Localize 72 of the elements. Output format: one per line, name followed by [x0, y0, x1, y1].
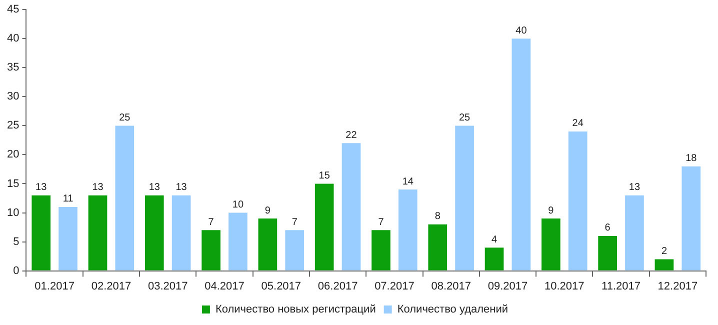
bar	[172, 195, 191, 270]
data-label: 6	[604, 222, 611, 234]
y-tick-label: 30	[6, 90, 20, 103]
y-tick-label: 40	[6, 32, 20, 45]
bar	[372, 230, 390, 270]
data-label: 4	[492, 234, 498, 246]
data-label: 7	[292, 216, 298, 228]
data-label: 13	[36, 182, 48, 194]
data-label: 2	[661, 246, 668, 257]
bar	[32, 195, 51, 270]
data-label: 18	[686, 153, 698, 164]
bar	[398, 190, 418, 270]
bar	[115, 126, 134, 270]
y-tick-label: 45	[6, 4, 20, 16]
data-label: 13	[148, 182, 160, 194]
data-label: 13	[92, 182, 104, 194]
x-tick-label: 02.2017	[91, 280, 132, 292]
bar	[654, 259, 674, 270]
data-label: 40	[516, 25, 528, 36]
bar	[314, 184, 334, 270]
bar	[88, 195, 108, 270]
data-label: 22	[346, 130, 358, 141]
bar	[682, 166, 701, 270]
data-label: 9	[548, 205, 554, 216]
data-label: 10	[232, 200, 244, 211]
x-tick-label: 12.2017	[658, 280, 698, 292]
x-tick-label: 11.2017	[602, 280, 641, 292]
bar	[202, 230, 220, 270]
bar	[512, 38, 531, 270]
data-label: 25	[458, 112, 471, 124]
bar	[428, 224, 448, 270]
data-label: 13	[628, 182, 640, 194]
bar	[144, 195, 164, 270]
legend-label: Количество новых регистраций	[215, 304, 376, 316]
y-tick-label: 20	[6, 148, 20, 161]
bar	[484, 248, 504, 270]
x-tick-label: 05.2017	[261, 280, 302, 292]
data-label: 13	[176, 182, 188, 194]
y-tick-label: 25	[6, 120, 20, 132]
bar	[568, 131, 588, 270]
bar	[285, 230, 304, 270]
y-tick-label: 15	[6, 178, 20, 190]
bar	[342, 143, 361, 270]
bar	[598, 236, 617, 270]
data-label: 14	[402, 176, 414, 188]
legend-label: Количество удалений	[397, 304, 508, 316]
x-tick-label: 10.2017	[544, 280, 584, 292]
data-label: 25	[119, 112, 131, 124]
data-label: 8	[434, 211, 441, 222]
data-label: 9	[264, 205, 271, 216]
x-tick-label: 01.2017	[34, 280, 74, 292]
bar	[228, 212, 248, 270]
x-tick-label: 07.2017	[374, 280, 414, 292]
bar	[455, 126, 474, 270]
data-label: 11	[62, 194, 74, 205]
bar	[58, 206, 78, 270]
x-tick-label: 04.2017	[204, 280, 244, 292]
y-tick-label: 35	[6, 62, 20, 74]
y-tick-label: 10	[6, 206, 20, 219]
bar	[625, 195, 644, 270]
x-tick-label: 09.2017	[488, 280, 528, 292]
x-tick-label: 03.2017	[148, 280, 188, 292]
data-label: 7	[208, 216, 214, 228]
y-tick-label: 0	[13, 264, 20, 277]
x-tick-label: 08.2017	[431, 280, 471, 292]
x-tick-label: 06.2017	[318, 280, 358, 292]
y-tick-label: 5	[13, 236, 20, 248]
bar	[542, 218, 560, 270]
data-label: 15	[318, 170, 330, 182]
data-label: 24	[572, 118, 584, 130]
data-label: 7	[378, 216, 384, 228]
bar	[258, 218, 278, 270]
